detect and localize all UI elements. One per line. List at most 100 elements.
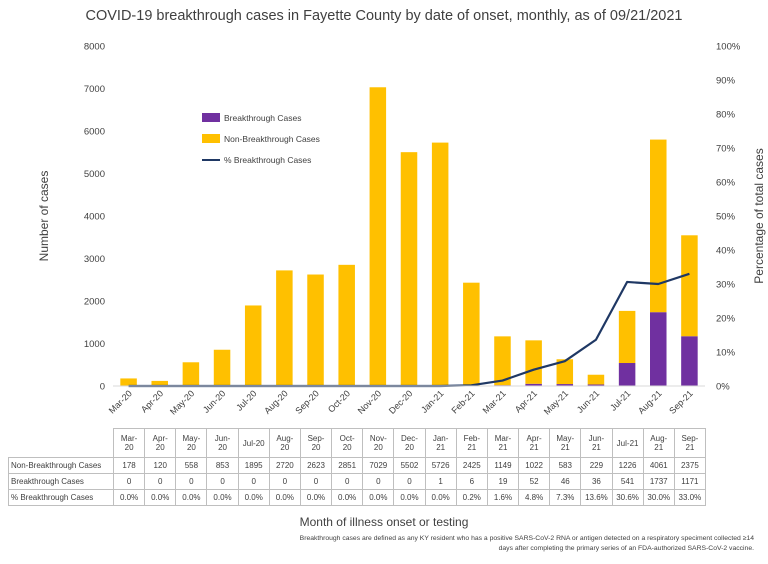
- table-cell: 0.0%: [175, 489, 208, 506]
- table-header-cell: Jul-21: [611, 428, 644, 458]
- x-tick-label: Jun-21: [575, 388, 602, 415]
- bars-layer: [120, 87, 698, 386]
- table-cell: 1895: [237, 457, 270, 474]
- table-header-cell: Jun- 21: [580, 428, 613, 458]
- table-cell: 558: [175, 457, 208, 474]
- table-cell: 583: [549, 457, 582, 474]
- table-row: Breakthrough Cases 0 0 0 0 0 0 0 0 0 0 1 6 19 52 46 36 54…: [8, 473, 706, 490]
- table-cell: 1022: [518, 457, 551, 474]
- x-tick-label: Nov-20: [356, 388, 384, 416]
- table-cell: 7029: [362, 457, 395, 474]
- x-tick-label: Mar-20: [107, 388, 134, 415]
- x-tick-label: Aug-21: [636, 388, 664, 416]
- table-cell: 0.0%: [268, 489, 301, 506]
- bar-non-breakthrough: [525, 340, 542, 384]
- table-cell: 2425: [455, 457, 488, 474]
- table-cell: 1.6%: [486, 489, 520, 506]
- legend-label-breakthrough: Breakthrough Cases: [224, 113, 302, 123]
- bar-non-breakthrough: [369, 87, 387, 386]
- y2-tick-label: 40%: [716, 246, 736, 257]
- table-header-cell: May- 21: [549, 428, 582, 458]
- table-header-cell: Sep- 20: [299, 428, 333, 458]
- table-row-label: Non-Breakthrough Cases: [8, 457, 114, 474]
- table-cell: 46: [549, 473, 582, 490]
- table-header-cell: Dec- 20: [393, 428, 426, 458]
- y2-axis-ticks: 0% 10% 20% 30% 40% 50% 60% 70% 80% 90% 100%: [716, 42, 741, 393]
- table-cell: 52: [518, 473, 551, 490]
- y-axis-title: Number of cases: [37, 171, 51, 262]
- table-cell: 120: [144, 457, 177, 474]
- legend-swatch-breakthrough: [202, 113, 220, 122]
- table-cell: 13.6%: [580, 489, 613, 506]
- table-row-label: % Breakthrough Cases: [8, 489, 114, 506]
- chart-title: COVID-19 breakthrough cases in Fayette C…: [85, 8, 683, 24]
- table-header-cell: Apr- 21: [518, 428, 551, 458]
- y-tick-label: 2000: [84, 297, 105, 308]
- y-tick-label: 8000: [84, 42, 105, 53]
- table-header-cell: Jul-20: [237, 428, 270, 458]
- table-header-cell: Aug- 21: [642, 428, 675, 458]
- bar-breakthrough: [681, 336, 698, 386]
- table-cell: 0.0%: [393, 489, 426, 506]
- bar-breakthrough: [556, 384, 574, 386]
- legend-swatch-non-breakthrough: [202, 134, 220, 143]
- x-tick-label: Apr-21: [513, 388, 539, 414]
- table-header-cell: Jun- 20: [206, 428, 239, 458]
- table-cell: 229: [580, 457, 613, 474]
- table-cell: 2623: [299, 457, 333, 474]
- table-cell: 0: [144, 473, 177, 490]
- x-tick-label: Jan-21: [419, 388, 446, 415]
- x-tick-label: Jun-20: [201, 388, 228, 415]
- table-header-cell: May- 20: [175, 428, 208, 458]
- table-header-cell: Feb- 21: [455, 428, 488, 458]
- table-cell: 0.0%: [331, 489, 364, 506]
- y-tick-label: 7000: [84, 84, 105, 95]
- table-cell: 1737: [642, 473, 675, 490]
- table-cell: 541: [611, 473, 644, 490]
- table-cell: 4061: [642, 457, 675, 474]
- y2-tick-label: 10%: [716, 348, 736, 359]
- table-cell: 0.2%: [455, 489, 488, 506]
- y2-tick-label: 70%: [716, 144, 736, 155]
- y-tick-label: 3000: [84, 254, 105, 265]
- bar-non-breakthrough: [681, 235, 698, 337]
- x-tick-label: Feb-21: [449, 388, 476, 415]
- legend-label-percent: % Breakthrough Cases: [224, 155, 311, 165]
- table-cell: 0.0%: [237, 489, 270, 506]
- y2-tick-label: 80%: [716, 110, 736, 121]
- table-cell: 2375: [673, 457, 706, 474]
- y-tick-label: 4000: [84, 212, 105, 223]
- table-header-cell: Sep- 21: [673, 428, 706, 458]
- table-header-cell: Aug- 20: [268, 428, 301, 458]
- table-cell: 0: [362, 473, 395, 490]
- table-cell: 0: [112, 473, 146, 490]
- table-cell: 36: [580, 473, 613, 490]
- y2-tick-label: 20%: [716, 314, 736, 325]
- legend: Breakthrough Cases Non-Breakthrough Case…: [202, 113, 320, 165]
- table-row: Non-Breakthrough Cases 178 120 558 853 1895 27…: [8, 457, 706, 474]
- y-tick-label: 6000: [84, 127, 105, 138]
- table-cell: 1149: [486, 457, 520, 474]
- x-tick-label: May-20: [168, 388, 196, 416]
- x-tick-label: Mar-21: [481, 388, 508, 415]
- y-tick-label: 5000: [84, 169, 105, 180]
- y2-tick-label: 30%: [716, 280, 736, 291]
- y-tick-label: 1000: [84, 339, 105, 350]
- table-cell: 0: [175, 473, 208, 490]
- table-cell: 178: [112, 457, 146, 474]
- bar-non-breakthrough: [213, 349, 231, 386]
- table-cell: 6: [455, 473, 488, 490]
- y2-tick-label: 0%: [716, 382, 730, 393]
- bar-non-breakthrough: [307, 274, 324, 386]
- table-cell: 2720: [268, 457, 301, 474]
- table-cell: 0: [206, 473, 239, 490]
- bar-non-breakthrough: [276, 270, 293, 386]
- y2-axis-title: Percentage of total cases: [752, 148, 766, 283]
- bar-non-breakthrough: [494, 336, 511, 386]
- table-cell: 5502: [393, 457, 426, 474]
- table-header-cell: Mar- 20: [112, 428, 146, 458]
- bar-breakthrough: [525, 383, 542, 386]
- bar-non-breakthrough: [400, 152, 418, 386]
- table-cell: 1226: [611, 457, 644, 474]
- bar-non-breakthrough: [650, 139, 667, 313]
